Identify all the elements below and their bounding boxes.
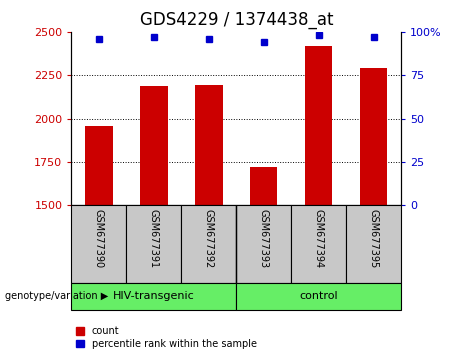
Bar <box>85 126 112 205</box>
Legend: count, percentile rank within the sample: count, percentile rank within the sample <box>77 326 257 349</box>
Text: GSM677392: GSM677392 <box>204 209 214 268</box>
Title: GDS4229 / 1374438_at: GDS4229 / 1374438_at <box>140 11 333 29</box>
Bar <box>346 205 401 283</box>
Bar <box>71 205 126 283</box>
Text: GSM677390: GSM677390 <box>94 209 104 268</box>
Text: HIV-transgenic: HIV-transgenic <box>113 291 195 302</box>
Text: control: control <box>299 291 338 302</box>
Bar <box>236 205 291 283</box>
Text: GSM677394: GSM677394 <box>313 209 324 268</box>
Bar <box>181 205 236 283</box>
Bar <box>291 205 346 283</box>
Text: GSM677393: GSM677393 <box>259 209 269 268</box>
Bar <box>126 205 181 283</box>
Bar <box>195 85 223 205</box>
Text: genotype/variation ▶: genotype/variation ▶ <box>5 291 108 302</box>
Bar <box>360 68 387 205</box>
Bar <box>71 283 236 310</box>
Bar <box>140 86 168 205</box>
Text: GSM677391: GSM677391 <box>149 209 159 268</box>
Bar <box>305 46 332 205</box>
Bar <box>236 283 401 310</box>
Text: GSM677395: GSM677395 <box>369 209 378 268</box>
Bar <box>250 167 278 205</box>
